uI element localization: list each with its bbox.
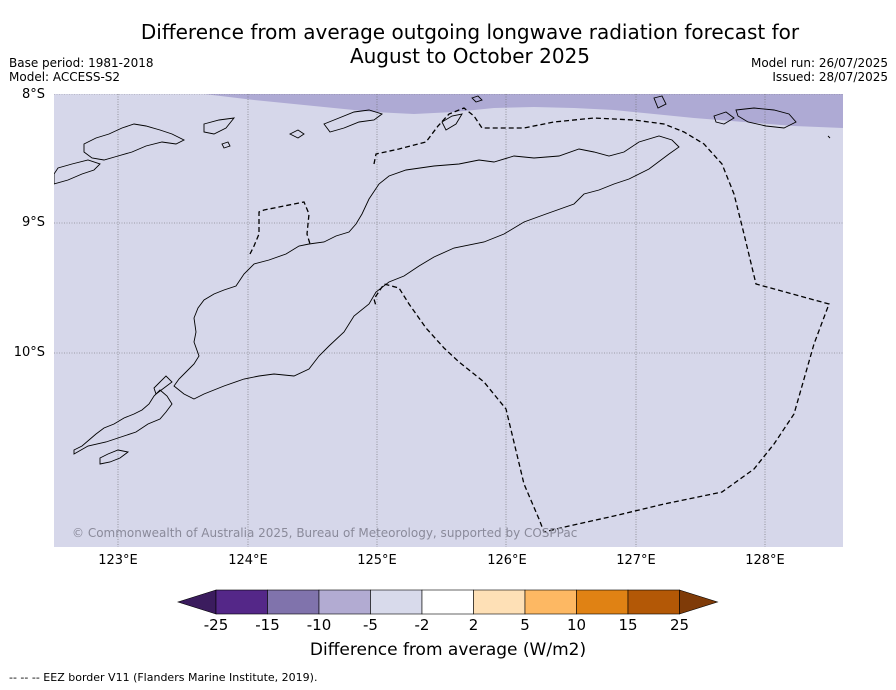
colorbar: -25 -15 -10 -5 -2 2 5 10 15 25 bbox=[177, 589, 719, 634]
map-panel bbox=[54, 94, 843, 547]
issued-date: Issued: 28/07/2025 bbox=[772, 70, 888, 84]
colorbar-label: Difference from average (W/m2) bbox=[309, 640, 587, 660]
colorbar-swatch bbox=[318, 589, 371, 615]
eez-footnote: -- -- -- EEZ border V11 (Flanders Marine… bbox=[9, 671, 318, 684]
colorbar-tick-label: -5 bbox=[363, 616, 378, 634]
lon-label-128e: 128°E bbox=[745, 553, 785, 568]
colorbar-swatch bbox=[215, 589, 268, 615]
lat-label-8s: 8°S bbox=[21, 87, 45, 102]
colorbar-tick-label: -25 bbox=[204, 616, 229, 634]
lat-label-9s: 9°S bbox=[21, 215, 45, 230]
lon-label-125e: 125°E bbox=[357, 553, 397, 568]
lon-label-124e: 124°E bbox=[228, 553, 268, 568]
colorbar-swatch bbox=[370, 589, 423, 615]
colorbar-swatch bbox=[576, 589, 629, 615]
colorbar-tick-label: 15 bbox=[618, 616, 637, 634]
coastline bbox=[54, 95, 831, 465]
colorbar-tick-label: 25 bbox=[670, 616, 689, 634]
colorbar-tick-label: -2 bbox=[415, 616, 430, 634]
lon-label-126e: 126°E bbox=[487, 553, 527, 568]
meta-right: Model run: 26/07/2025 Issued: 28/07/2025 bbox=[751, 56, 888, 84]
colorbar-arrow-high bbox=[679, 589, 719, 615]
colorbar-tick-label: -15 bbox=[255, 616, 280, 634]
lat-label-10s: 10°S bbox=[13, 345, 45, 360]
colorbar-tick-label: 2 bbox=[469, 616, 479, 634]
lon-label-123e: 123°E bbox=[98, 553, 138, 568]
map-background bbox=[54, 94, 843, 547]
chart-title: Difference from average outgoing longwav… bbox=[60, 20, 880, 68]
eez-border-main bbox=[373, 107, 830, 533]
colorbar-ticks: -25 -15 -10 -5 -2 2 5 10 15 25 bbox=[204, 616, 689, 634]
base-period: Base period: 1981-2018 bbox=[9, 56, 154, 70]
eez-border-north bbox=[249, 201, 311, 255]
model-run: Model run: 26/07/2025 bbox=[750, 56, 888, 70]
title-line-1: Difference from average outgoing longwav… bbox=[140, 20, 800, 44]
colorbar-swatch bbox=[627, 589, 680, 615]
colorbar-tick-label: 10 bbox=[567, 616, 586, 634]
colorbar-swatch bbox=[267, 589, 320, 615]
colorbar-swatch bbox=[524, 589, 577, 615]
meta-left: Base period: 1981-2018 Model: ACCESS-S2 bbox=[9, 56, 154, 84]
colorbar-tick-label: -10 bbox=[307, 616, 332, 634]
copyright-notice: © Commonwealth of Australia 2025, Bureau… bbox=[72, 526, 578, 540]
colorbar-swatches bbox=[177, 589, 719, 615]
graticule bbox=[54, 94, 843, 547]
title-line-2: August to October 2025 bbox=[349, 44, 591, 68]
anomaly-region bbox=[204, 94, 843, 128]
colorbar-swatch bbox=[473, 589, 526, 615]
colorbar-swatch bbox=[421, 589, 474, 615]
lon-label-127e: 127°E bbox=[616, 553, 656, 568]
model-name: Model: ACCESS-S2 bbox=[9, 70, 121, 84]
colorbar-tick-label: 5 bbox=[520, 616, 530, 634]
colorbar-arrow-low bbox=[177, 589, 217, 615]
